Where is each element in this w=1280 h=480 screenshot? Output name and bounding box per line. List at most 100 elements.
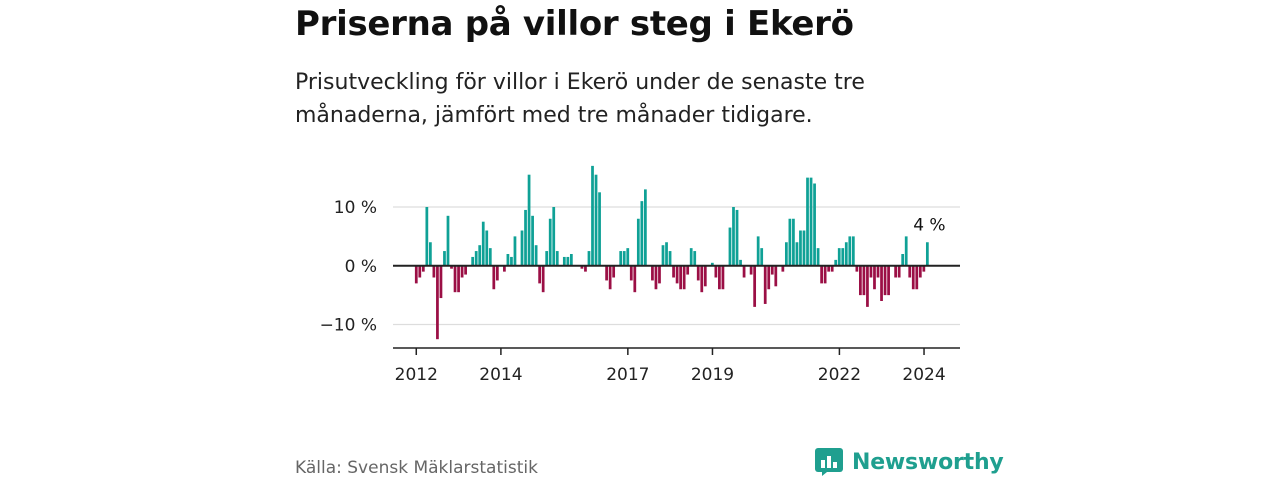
bar — [506, 254, 510, 266]
bar — [464, 265, 467, 275]
bar — [474, 251, 478, 266]
bar — [636, 218, 640, 266]
bar — [531, 215, 534, 266]
chart-title: Priserna på villor steg i Ekerö — [295, 4, 854, 44]
bar — [450, 265, 453, 269]
bar — [443, 251, 446, 266]
bar — [792, 218, 795, 266]
bar — [651, 265, 654, 281]
bar — [873, 265, 876, 290]
bar — [545, 251, 549, 266]
bar — [714, 265, 718, 278]
bar — [894, 265, 898, 278]
bar — [869, 265, 873, 278]
y-tick-label: −10 % — [320, 316, 377, 336]
bar — [679, 265, 682, 290]
bar — [925, 242, 929, 266]
bar — [802, 230, 806, 266]
bar — [901, 254, 905, 266]
bar — [471, 256, 475, 266]
bar — [866, 265, 869, 307]
bar — [756, 236, 760, 266]
bar-chart: 10 % 0 % −10 % 2012 2014 2017 2019 2022 2024 4 … — [320, 165, 960, 385]
bar — [675, 265, 679, 284]
y-tick-label: 10 % — [334, 198, 377, 218]
bar — [732, 207, 735, 266]
newsworthy-logo-icon — [815, 448, 843, 476]
bar — [598, 192, 601, 266]
bar — [510, 256, 513, 266]
x-tick-label: 2022 — [818, 365, 861, 385]
bar — [922, 265, 926, 272]
chart-subtitle: Prisutveckling för villor i Ekerö under … — [295, 70, 865, 128]
bar — [749, 265, 753, 275]
bar — [661, 245, 665, 266]
bar — [848, 236, 852, 266]
bar — [580, 265, 584, 269]
bar — [859, 265, 862, 296]
bar — [739, 259, 742, 266]
bar — [897, 265, 901, 278]
x-tick-label: 2012 — [395, 365, 438, 385]
bar — [696, 265, 700, 281]
bar — [534, 245, 538, 266]
bar — [591, 165, 594, 266]
bar — [481, 221, 485, 266]
bar — [855, 265, 859, 272]
bar — [834, 259, 838, 266]
bar — [816, 248, 820, 266]
bar — [654, 265, 658, 290]
bar — [629, 265, 633, 281]
bar — [453, 265, 457, 293]
bar — [876, 265, 880, 278]
bar — [672, 265, 675, 278]
bar — [880, 265, 883, 301]
bar — [460, 265, 464, 278]
bar — [728, 227, 732, 266]
bar — [911, 265, 915, 290]
bar — [552, 207, 556, 266]
bar — [753, 265, 757, 307]
bar — [421, 265, 425, 272]
bar — [619, 251, 623, 266]
bar — [644, 189, 647, 266]
bar — [693, 251, 697, 266]
chart-card: Priserna på villor steg i Ekerö Prisutve… — [295, 0, 1004, 480]
bar — [700, 265, 704, 293]
bar — [594, 174, 598, 266]
bars — [414, 165, 929, 340]
bar — [830, 265, 834, 272]
bar — [820, 265, 823, 284]
brand-logo[interactable]: Newsworthy — [814, 447, 1004, 477]
bar — [418, 265, 422, 278]
bar — [520, 230, 524, 266]
brand-name: Newsworthy — [852, 449, 1004, 475]
bar — [813, 183, 816, 266]
bar — [478, 245, 482, 266]
bar — [495, 265, 499, 281]
bar — [788, 218, 792, 266]
bar — [770, 265, 774, 275]
bar — [488, 248, 492, 266]
bar — [446, 215, 450, 266]
bar — [414, 265, 418, 284]
bar — [760, 248, 764, 266]
bar — [541, 265, 545, 293]
bar — [844, 242, 848, 266]
y-tick-labels: 10 % 0 % −10 % — [320, 198, 377, 336]
bar — [538, 265, 542, 284]
bar — [457, 265, 460, 293]
bar — [887, 265, 890, 296]
bar — [622, 251, 626, 266]
x-ticks: 2012 2014 2017 2019 2022 2024 — [395, 348, 946, 385]
bar — [548, 218, 552, 266]
bar — [837, 248, 841, 266]
bar — [718, 265, 721, 290]
bar — [524, 209, 527, 266]
bar — [432, 265, 436, 278]
bar — [587, 251, 591, 266]
bar — [721, 265, 725, 290]
x-tick-label: 2024 — [902, 365, 945, 385]
bar — [915, 265, 919, 290]
grid-lines — [393, 206, 960, 326]
